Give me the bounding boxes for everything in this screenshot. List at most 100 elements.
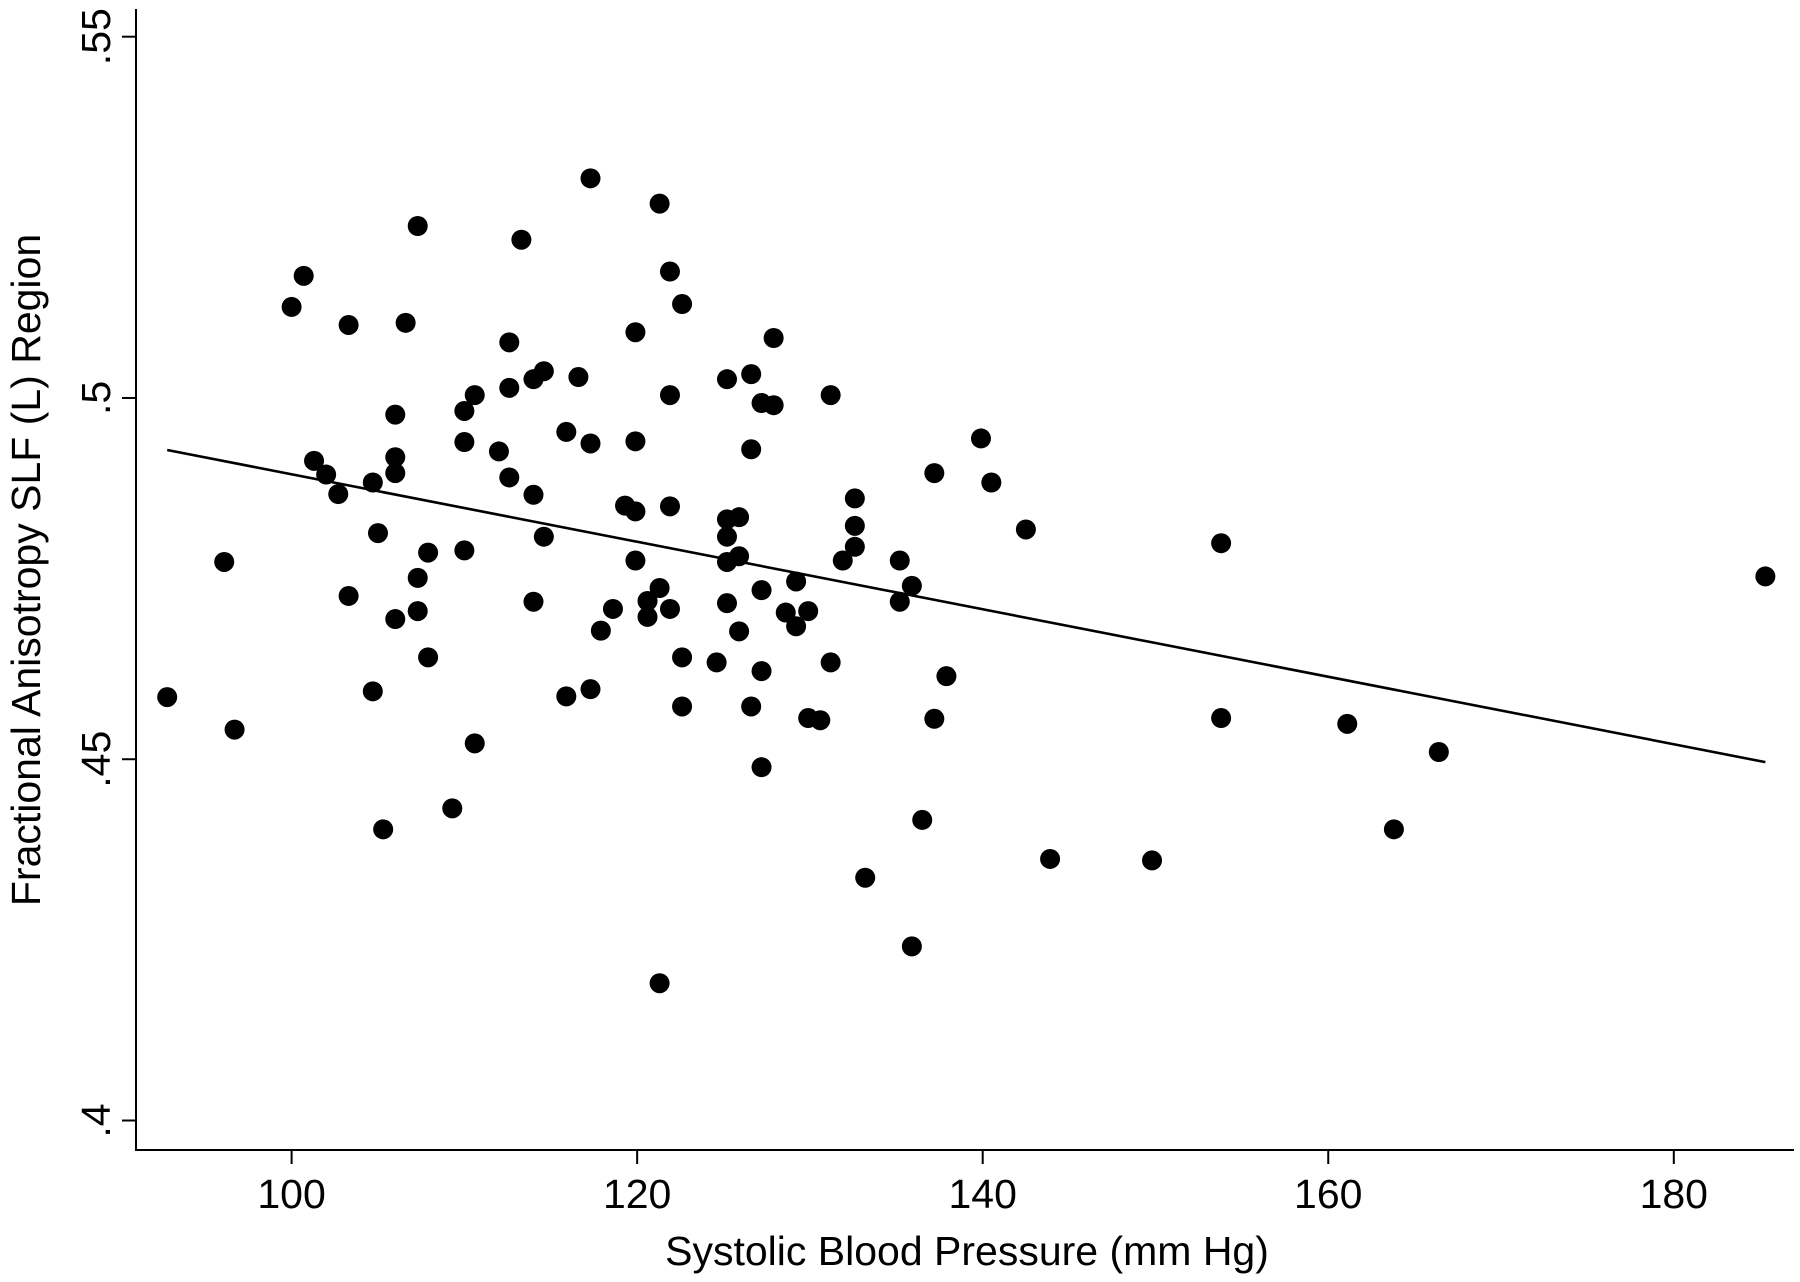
data-point xyxy=(763,395,784,416)
data-point xyxy=(499,332,520,353)
x-tick-label: 180 xyxy=(1640,1171,1708,1217)
data-point xyxy=(901,575,922,596)
data-point xyxy=(407,601,428,622)
data-points xyxy=(157,168,1776,994)
data-point xyxy=(224,719,245,740)
data-point xyxy=(716,526,737,547)
data-point xyxy=(418,542,439,563)
data-point xyxy=(625,501,646,522)
data-point xyxy=(820,385,841,406)
data-point xyxy=(454,432,475,453)
data-point xyxy=(568,367,589,388)
data-point xyxy=(936,666,957,687)
data-point xyxy=(1015,519,1036,540)
data-point xyxy=(741,696,762,717)
y-ticks: .4 .45 .5 .55 xyxy=(73,8,136,1138)
data-point xyxy=(855,867,876,888)
data-point xyxy=(362,681,383,702)
data-point xyxy=(672,696,693,717)
data-point xyxy=(385,463,406,484)
data-point xyxy=(1383,819,1404,840)
data-point xyxy=(672,294,693,315)
data-point xyxy=(716,369,737,390)
y-tick-label: .5 xyxy=(73,381,119,415)
data-point xyxy=(729,621,750,642)
data-point xyxy=(844,515,865,536)
data-point xyxy=(751,580,772,601)
data-point xyxy=(775,602,796,623)
data-point xyxy=(442,798,463,819)
data-point xyxy=(625,550,646,571)
data-point xyxy=(637,606,658,627)
data-point xyxy=(889,550,910,571)
data-point xyxy=(362,472,383,493)
data-point xyxy=(533,526,554,547)
data-point xyxy=(810,710,831,731)
data-point xyxy=(464,385,485,406)
data-point xyxy=(649,193,670,214)
data-point xyxy=(464,733,485,754)
data-point xyxy=(602,598,623,619)
data-point xyxy=(1428,742,1449,763)
data-point xyxy=(659,598,680,619)
x-tick-label: 160 xyxy=(1294,1171,1362,1217)
data-point xyxy=(751,661,772,682)
data-point xyxy=(454,400,475,421)
data-point xyxy=(157,687,178,708)
data-point xyxy=(786,571,807,592)
data-point xyxy=(716,593,737,614)
data-point xyxy=(590,620,611,641)
data-point xyxy=(523,591,544,612)
data-point xyxy=(1040,848,1061,869)
y-axis-label: Fractional Anisotropy SLF (L) Region xyxy=(3,234,49,906)
data-point xyxy=(637,590,658,611)
data-point xyxy=(1211,708,1232,729)
data-point xyxy=(385,609,406,630)
data-point xyxy=(395,312,416,333)
data-point xyxy=(741,364,762,385)
data-point xyxy=(556,686,577,707)
data-point xyxy=(499,377,520,398)
data-point xyxy=(580,433,601,454)
data-point xyxy=(418,647,439,668)
y-tick-label: .45 xyxy=(73,731,119,788)
data-point xyxy=(924,463,945,484)
data-point xyxy=(659,261,680,282)
data-point xyxy=(798,601,819,622)
data-point xyxy=(786,616,807,637)
data-point xyxy=(304,450,325,471)
data-point xyxy=(763,327,784,348)
data-point xyxy=(407,567,428,588)
y-tick-label: .55 xyxy=(73,8,119,65)
data-point xyxy=(385,447,406,468)
data-point xyxy=(625,322,646,343)
data-point xyxy=(407,216,428,237)
data-point xyxy=(523,484,544,505)
data-point xyxy=(1142,850,1163,871)
data-point xyxy=(454,540,475,561)
data-point xyxy=(293,265,314,286)
data-point xyxy=(214,551,235,572)
data-point xyxy=(338,585,359,606)
data-point xyxy=(625,431,646,452)
x-ticks: 100 120 140 160 180 xyxy=(257,1150,1708,1217)
data-point xyxy=(580,679,601,700)
data-point xyxy=(533,361,554,382)
data-point xyxy=(912,809,933,830)
data-point xyxy=(844,488,865,509)
data-point xyxy=(281,296,302,317)
data-point xyxy=(741,439,762,460)
x-tick-label: 100 xyxy=(257,1171,325,1217)
data-point xyxy=(706,652,727,673)
data-point xyxy=(889,591,910,612)
data-point xyxy=(901,936,922,957)
data-point xyxy=(499,467,520,488)
data-point xyxy=(385,404,406,425)
data-point xyxy=(832,550,853,571)
data-point xyxy=(672,647,693,668)
data-point xyxy=(373,819,394,840)
data-point xyxy=(659,496,680,517)
data-point xyxy=(924,708,945,729)
data-point xyxy=(580,168,601,189)
